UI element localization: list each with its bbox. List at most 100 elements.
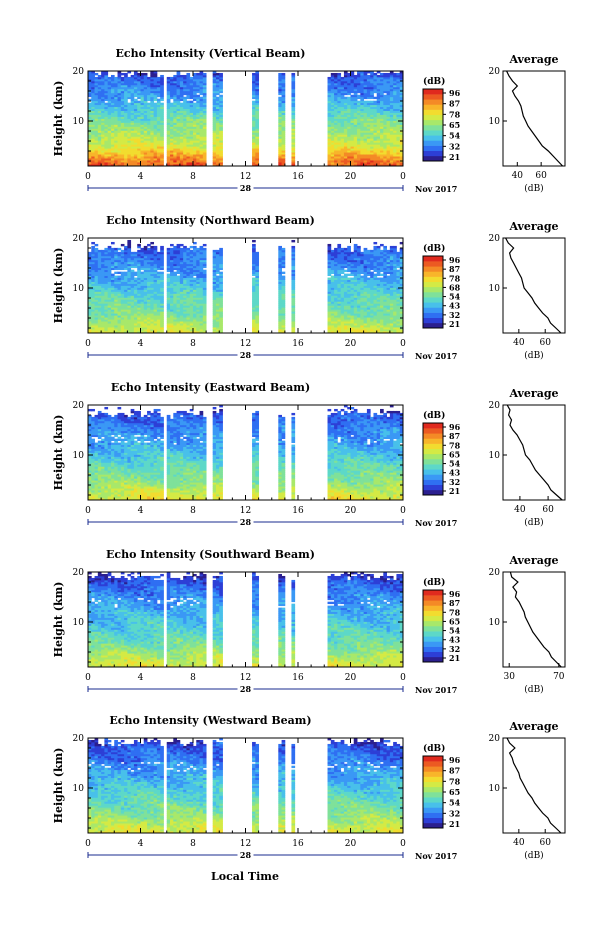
colorbar-swatch <box>423 89 443 94</box>
heatmap-cell <box>118 248 122 250</box>
colorbar-swatch <box>423 151 443 156</box>
heatmap-cell <box>193 246 197 248</box>
heatmap-cell <box>111 75 115 77</box>
heatmap-cell <box>147 244 151 246</box>
heatmap-cell <box>134 272 138 274</box>
heatmap-cell <box>357 95 361 97</box>
heatmap-cell <box>278 97 282 99</box>
heatmap-cell <box>154 103 158 105</box>
heatmap-cell <box>160 75 164 77</box>
colorbar-swatch <box>423 104 443 109</box>
colorbar-swatch <box>423 99 443 104</box>
heatmap-cell <box>380 73 384 75</box>
heatmap-cell <box>170 103 174 105</box>
heatmap-cell <box>252 278 256 280</box>
heatmap-cell <box>252 240 256 242</box>
colorbar-swatch <box>423 110 443 115</box>
panel-title: Echo Intensity (Vertical Beam) <box>115 47 305 60</box>
heatmap-cell <box>167 248 171 250</box>
heatmap-cell <box>144 246 148 248</box>
heatmap-cell <box>114 77 118 79</box>
heatmap-cell <box>383 73 387 75</box>
heatmap-cell <box>180 103 184 105</box>
heatmap-cell <box>124 73 128 75</box>
heatmap-cell <box>344 97 348 99</box>
colorbar-swatch <box>423 125 443 130</box>
average-title: Average <box>508 53 558 66</box>
heatmap-cell <box>190 246 194 248</box>
colorbar-tick-label: 78 <box>449 109 461 119</box>
colorbar-swatch <box>423 140 443 145</box>
colorbar-swatch <box>423 94 443 99</box>
heatmap-cell <box>108 77 112 79</box>
heatmap-cell <box>190 101 194 103</box>
colorbar-tick-label: 87 <box>449 99 460 109</box>
heatmap-cell <box>282 73 286 75</box>
heatmap-cell <box>183 97 187 99</box>
heatmap-cell <box>141 272 145 274</box>
heatmap-cell <box>111 242 115 244</box>
heatmap-cell <box>183 75 187 77</box>
y-tick-label: 10 <box>73 117 85 127</box>
heatmap-cell <box>160 246 164 248</box>
colorbar-swatch <box>423 120 443 125</box>
heatmap-cell <box>144 73 148 75</box>
heatmap-cell <box>141 73 145 75</box>
heatmap-cell <box>121 244 125 246</box>
heatmap-cell <box>252 73 256 75</box>
heatmap-cell <box>328 77 332 79</box>
heatmap-cell <box>141 248 145 250</box>
heatmap-cell <box>173 75 177 77</box>
heatmap-cell <box>193 278 197 280</box>
heatmap-cell <box>177 276 181 278</box>
heatmap-cell <box>157 99 161 101</box>
heatmap-cell <box>91 246 95 248</box>
heatmap-cell <box>170 244 174 246</box>
heatmap-cell <box>134 252 138 254</box>
heatmap-cell <box>193 103 197 105</box>
heatmap-cell <box>121 250 125 252</box>
heatmap-cell <box>118 276 122 278</box>
heatmap-cell <box>216 250 220 252</box>
heatmap-cell <box>190 77 194 79</box>
heatmap-cell <box>373 73 377 75</box>
heatmap-cell <box>118 252 122 254</box>
x-tick-label: 8 <box>190 172 196 182</box>
heatmap-cell <box>167 274 171 276</box>
heatmap-cell <box>131 270 135 272</box>
heatmap-cell <box>364 101 368 103</box>
heatmap-cell <box>337 73 341 75</box>
heatmap-cell <box>282 276 286 278</box>
heatmap-cell <box>196 95 200 97</box>
avg-x-tick-label: 60 <box>535 171 547 181</box>
x-tick-label: 0 <box>85 172 91 182</box>
colorbar-swatch <box>423 156 443 161</box>
heatmap <box>88 71 403 166</box>
heatmap-cell <box>351 95 355 97</box>
heatmap-cell <box>396 73 400 75</box>
heatmap-cell <box>91 242 95 244</box>
heatmap-cell <box>147 77 151 79</box>
heatmap-cell <box>203 248 207 250</box>
heatmap-cell <box>111 274 115 276</box>
heatmap-cell <box>291 73 295 75</box>
heatmap-cell <box>114 272 118 274</box>
heatmap-cell <box>137 101 141 103</box>
heatmap-cell <box>354 75 358 77</box>
heatmap-cell <box>377 75 381 77</box>
heatmap-cell <box>124 246 128 248</box>
heatmap-cell <box>104 103 108 105</box>
heatmap-cell <box>101 250 105 252</box>
heatmap-cell <box>127 77 131 79</box>
heatmap-cell <box>157 252 161 254</box>
heatmap-cell <box>278 246 282 248</box>
heatmap-cell <box>95 73 99 75</box>
heatmap-cell <box>373 101 377 103</box>
colorbar-swatch <box>423 130 443 135</box>
heatmap-cell <box>127 103 131 105</box>
heatmap-cell <box>252 101 256 103</box>
avg-y-tick-label: 10 <box>489 117 501 127</box>
avg-y-tick-label: 20 <box>489 67 501 77</box>
